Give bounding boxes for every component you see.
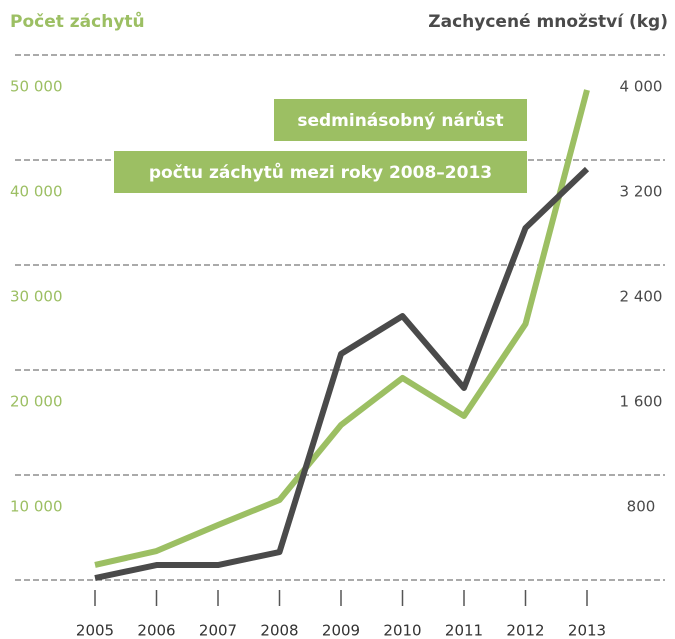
annotation: počtu záchytů mezi roky 2008–2013 [149, 161, 492, 183]
y2-tick-label: 4 000 [620, 78, 663, 96]
y2-tick-label: 1 600 [620, 393, 663, 411]
left-axis-title: Počet záchytů [10, 10, 145, 32]
annotation: sedminásobný nárůst [297, 109, 503, 131]
x-tick-label: 2011 [445, 622, 483, 639]
y2-tick-label: 3 200 [620, 183, 663, 201]
series-line [94, 89, 590, 568]
y-tick-label: 20 000 [10, 393, 63, 411]
y2-tick-label: 800 [627, 498, 656, 516]
y2-tick-label: 2 400 [620, 288, 663, 306]
series-line [94, 166, 590, 581]
x-tick-label: 2012 [506, 622, 544, 639]
x-tick-label: 2006 [137, 622, 175, 639]
x-tick-label: 2007 [199, 622, 237, 639]
x-tick-label: 2008 [260, 622, 298, 639]
right-axis-title: Zachycené množství (kg) [428, 12, 668, 32]
y-tick-label: 30 000 [10, 288, 63, 306]
annotation-box [274, 99, 527, 141]
x-tick-label: 2013 [568, 622, 606, 639]
x-tick-label: 2005 [76, 622, 114, 639]
annotation-box [114, 151, 527, 193]
y-tick-label: 40 000 [10, 183, 63, 201]
y-tick-label: 10 000 [10, 498, 63, 516]
x-tick-label: 2010 [383, 622, 421, 639]
y-tick-label: 50 000 [10, 78, 63, 96]
x-tick-label: 2009 [322, 622, 360, 639]
